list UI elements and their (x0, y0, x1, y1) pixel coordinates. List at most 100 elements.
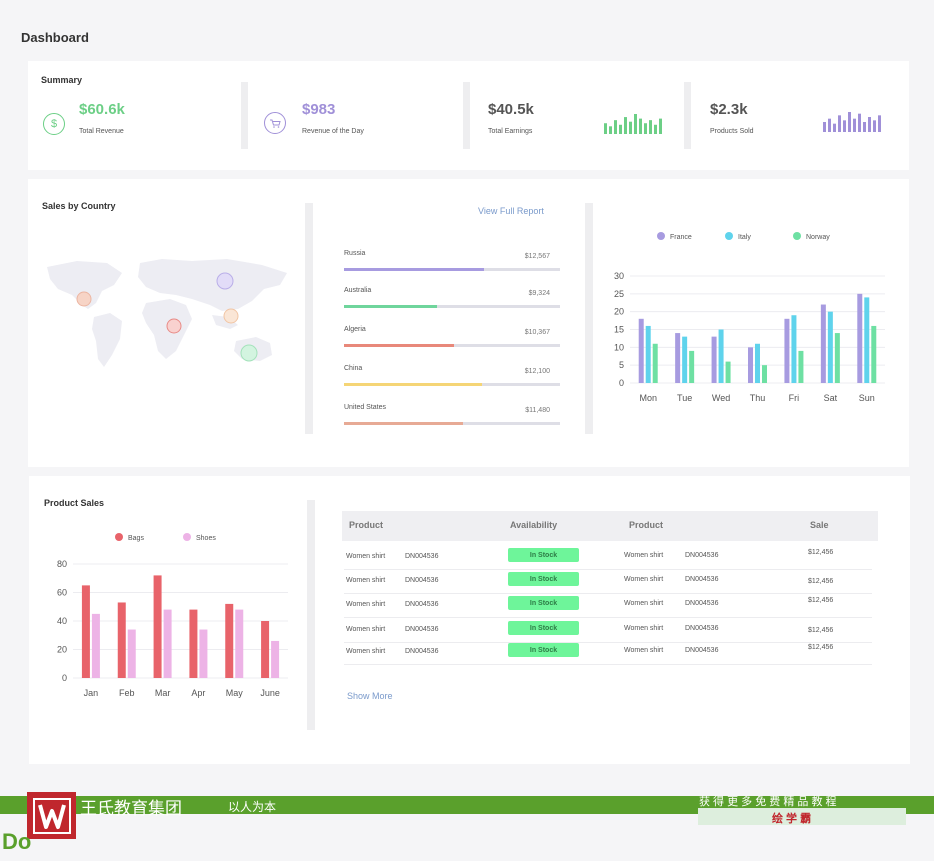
country-progress-fill (344, 422, 463, 425)
country-progress-track (344, 344, 560, 347)
x-tick-label: Thu (750, 393, 766, 403)
legend-label: France (670, 234, 692, 241)
map-marker (76, 291, 92, 307)
revenue-day-label: Revenue of the Day (302, 128, 364, 135)
sparkline-bar (828, 118, 831, 132)
sales-country-title: Sales by Country (42, 201, 116, 211)
country-value: $9,324 (528, 290, 550, 297)
total-revenue-label: Total Revenue (79, 128, 124, 135)
bar-shoes (127, 629, 136, 678)
cell-code: DN004536 (405, 626, 439, 633)
country-name: Russia (344, 250, 366, 257)
brand-logo (27, 792, 76, 839)
y-tick-label: 5 (619, 360, 624, 370)
bar-france (675, 333, 681, 383)
bar-italy (645, 325, 651, 383)
bar-bags (81, 585, 90, 678)
sparkline-bar (843, 120, 846, 132)
cell-code: DN004536 (405, 553, 439, 560)
cell-code-2: DN004536 (685, 552, 719, 559)
product-sales-title: Product Sales (44, 498, 105, 508)
banner-promo-text: 获 得 更 多 免 费 精 品 教 程 (699, 796, 837, 808)
bar-italy (864, 297, 870, 383)
x-tick-label: Jan (84, 688, 99, 698)
country-value: $12,567 (524, 253, 550, 260)
x-tick-label: Apr (191, 688, 205, 698)
cell-product: Women shirt (346, 553, 386, 560)
sparkline-bar (833, 123, 836, 132)
country-progress-fill (344, 268, 485, 271)
bar-shoes (235, 609, 244, 678)
sparkline-bar (823, 122, 826, 132)
cell-code: DN004536 (405, 577, 439, 584)
x-tick-label: Feb (119, 688, 135, 698)
world-map (47, 259, 287, 367)
x-tick-label: Mon (639, 393, 657, 403)
table-header-product: Product (349, 520, 384, 530)
cell-sale: $12,456 (808, 549, 834, 556)
summary-divider (684, 82, 691, 149)
cell-code-2: DN004536 (685, 625, 719, 632)
bar-bags (225, 603, 234, 678)
x-tick-label: Wed (712, 393, 730, 403)
sparkline-bar (639, 118, 642, 134)
sparkline-bar (604, 123, 607, 134)
status-badge: In Stock (508, 643, 579, 657)
cell-code-2: DN004536 (685, 576, 719, 583)
bar-italy (682, 336, 688, 383)
row-divider (344, 593, 872, 594)
sparkline-bar (634, 114, 637, 134)
total-earnings-value: $40.5k (488, 101, 534, 118)
bar-norway (652, 343, 658, 383)
bar-italy (791, 315, 797, 383)
y-tick-label: 30 (614, 271, 624, 281)
row-divider (344, 617, 872, 618)
bar-france (711, 336, 717, 383)
north-america-shape (47, 261, 122, 309)
country-name: Algeria (344, 326, 366, 333)
earnings-sparkline (604, 114, 662, 134)
brand-slogan: 以人为本 (228, 800, 277, 814)
table-header (342, 511, 878, 541)
country-name: Australia (344, 287, 372, 294)
table-header-product-2: Product (629, 520, 664, 530)
bar-shoes (199, 629, 208, 678)
africa-shape (142, 299, 192, 359)
revenue-day-value: $983 (302, 101, 336, 118)
x-tick-label: Tue (677, 393, 692, 403)
bar-norway (871, 325, 877, 383)
dollar-icon: $ (43, 113, 65, 135)
y-tick-label: 60 (57, 588, 67, 598)
sparkline-bar (853, 118, 856, 132)
cell-product: Women shirt (346, 648, 386, 655)
cell-product: Women shirt (346, 601, 386, 608)
cell-code-2: DN004536 (685, 600, 719, 607)
bar-france (748, 347, 753, 383)
sparkline-bar (619, 124, 622, 134)
eurasia-shape (138, 259, 287, 311)
bar-shoes (91, 613, 100, 678)
x-tick-label: Sun (859, 393, 875, 403)
summary-title: Summary (41, 75, 83, 85)
view-full-report-link[interactable]: View Full Report (478, 206, 544, 216)
table-header-availability: Availability (510, 520, 558, 530)
products-sparkline (823, 112, 881, 132)
map-marker (223, 308, 239, 324)
country-progress-track (344, 305, 560, 308)
x-tick-label: Sat (824, 393, 838, 403)
show-more-link[interactable]: Show More (347, 691, 393, 701)
country-progress-fill (344, 383, 483, 386)
bar-france (784, 318, 790, 383)
y-tick-label: 20 (614, 307, 624, 317)
table-header-sale: Sale (810, 520, 829, 530)
bar-france (857, 293, 863, 383)
sparkline-bar (644, 123, 647, 134)
cell-sale: $12,456 (808, 597, 834, 604)
bar-italy (718, 329, 724, 383)
sparkline-bar (868, 117, 871, 132)
sparkline-bar (873, 120, 876, 132)
cell-product-2: Women shirt (624, 552, 664, 559)
page-title: Dashboard (21, 30, 89, 45)
country-value: $10,367 (524, 329, 550, 336)
y-tick-label: 20 (57, 645, 67, 655)
